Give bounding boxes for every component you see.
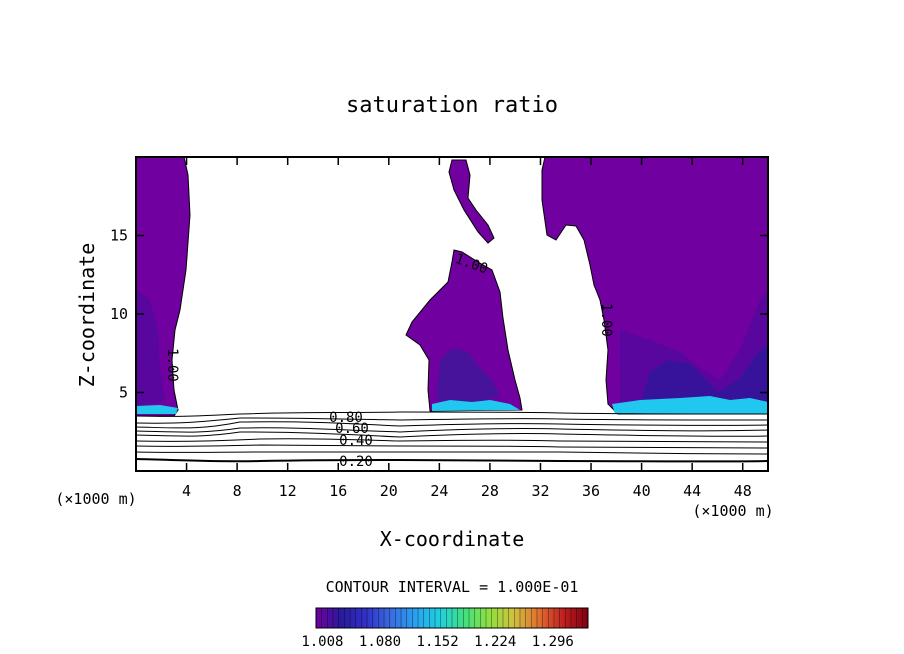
x-tick-label: 24	[430, 482, 448, 500]
x-tick-label: 40	[633, 482, 651, 500]
chart-title: saturation ratio	[346, 93, 558, 118]
x-tick-label: 8	[233, 482, 242, 500]
x-tick-label: 44	[683, 482, 701, 500]
x-tick-label: 16	[329, 482, 347, 500]
y-tick-label: 5	[119, 384, 128, 402]
y-tick-label: 15	[110, 227, 128, 245]
x-tick-label: 48	[734, 482, 752, 500]
x-tick-label: 4	[182, 482, 191, 500]
contour-label-040: 0.40	[339, 433, 373, 449]
region-right-cyan	[612, 396, 768, 414]
x-axis-ticks: 4 8 12 16 20 24 28 32 36 40 44 48	[182, 157, 752, 500]
y-axis-ticks: 5 10 15	[110, 227, 768, 402]
x-axis-unit-right: (×1000 m)	[692, 502, 773, 520]
region-upper-center	[448, 159, 495, 244]
x-tick-label: 36	[582, 482, 600, 500]
colorbar-tick-label: 1.008	[301, 634, 343, 650]
x-tick-label: 20	[380, 482, 398, 500]
contour-label-left: 1.00	[164, 348, 180, 382]
contour-lines	[136, 411, 768, 463]
region-right	[541, 157, 768, 415]
plot-area	[136, 157, 768, 471]
contour-label-020: 0.20	[339, 454, 373, 470]
y-tick-label: 10	[110, 305, 128, 323]
x-axis-unit-left: (×1000 m)	[55, 490, 136, 508]
region-right-shade-2	[640, 345, 768, 405]
colorbar-tick-label: 1.080	[359, 634, 401, 650]
x-axis-label: X-coordinate	[380, 527, 525, 551]
region-center-shade	[436, 348, 500, 404]
colorbar-tick-label: 1.224	[474, 634, 516, 650]
x-tick-label: 28	[481, 482, 499, 500]
colorbar-tick-label: 1.296	[532, 634, 574, 650]
colorbar-tick-label: 1.152	[417, 634, 459, 650]
contour-label-060: 0.60	[335, 421, 369, 437]
contour-interval-label: CONTOUR INTERVAL = 1.000E-01	[326, 578, 579, 596]
contour-label-right: 1.00	[598, 303, 614, 337]
region-left-cyan	[136, 405, 178, 414]
contour-label-080: 0.80	[329, 410, 363, 426]
region-left-shade	[136, 290, 165, 408]
region-center	[405, 249, 523, 412]
colorbar-stripes	[321, 608, 583, 628]
region-center-cyan	[432, 400, 520, 411]
x-tick-label: 32	[531, 482, 549, 500]
x-tick-label: 12	[279, 482, 297, 500]
y-axis-label: Z-coordinate	[75, 243, 99, 388]
colorbar-ticks: 1.008 1.080 1.152 1.224 1.296	[301, 634, 574, 650]
